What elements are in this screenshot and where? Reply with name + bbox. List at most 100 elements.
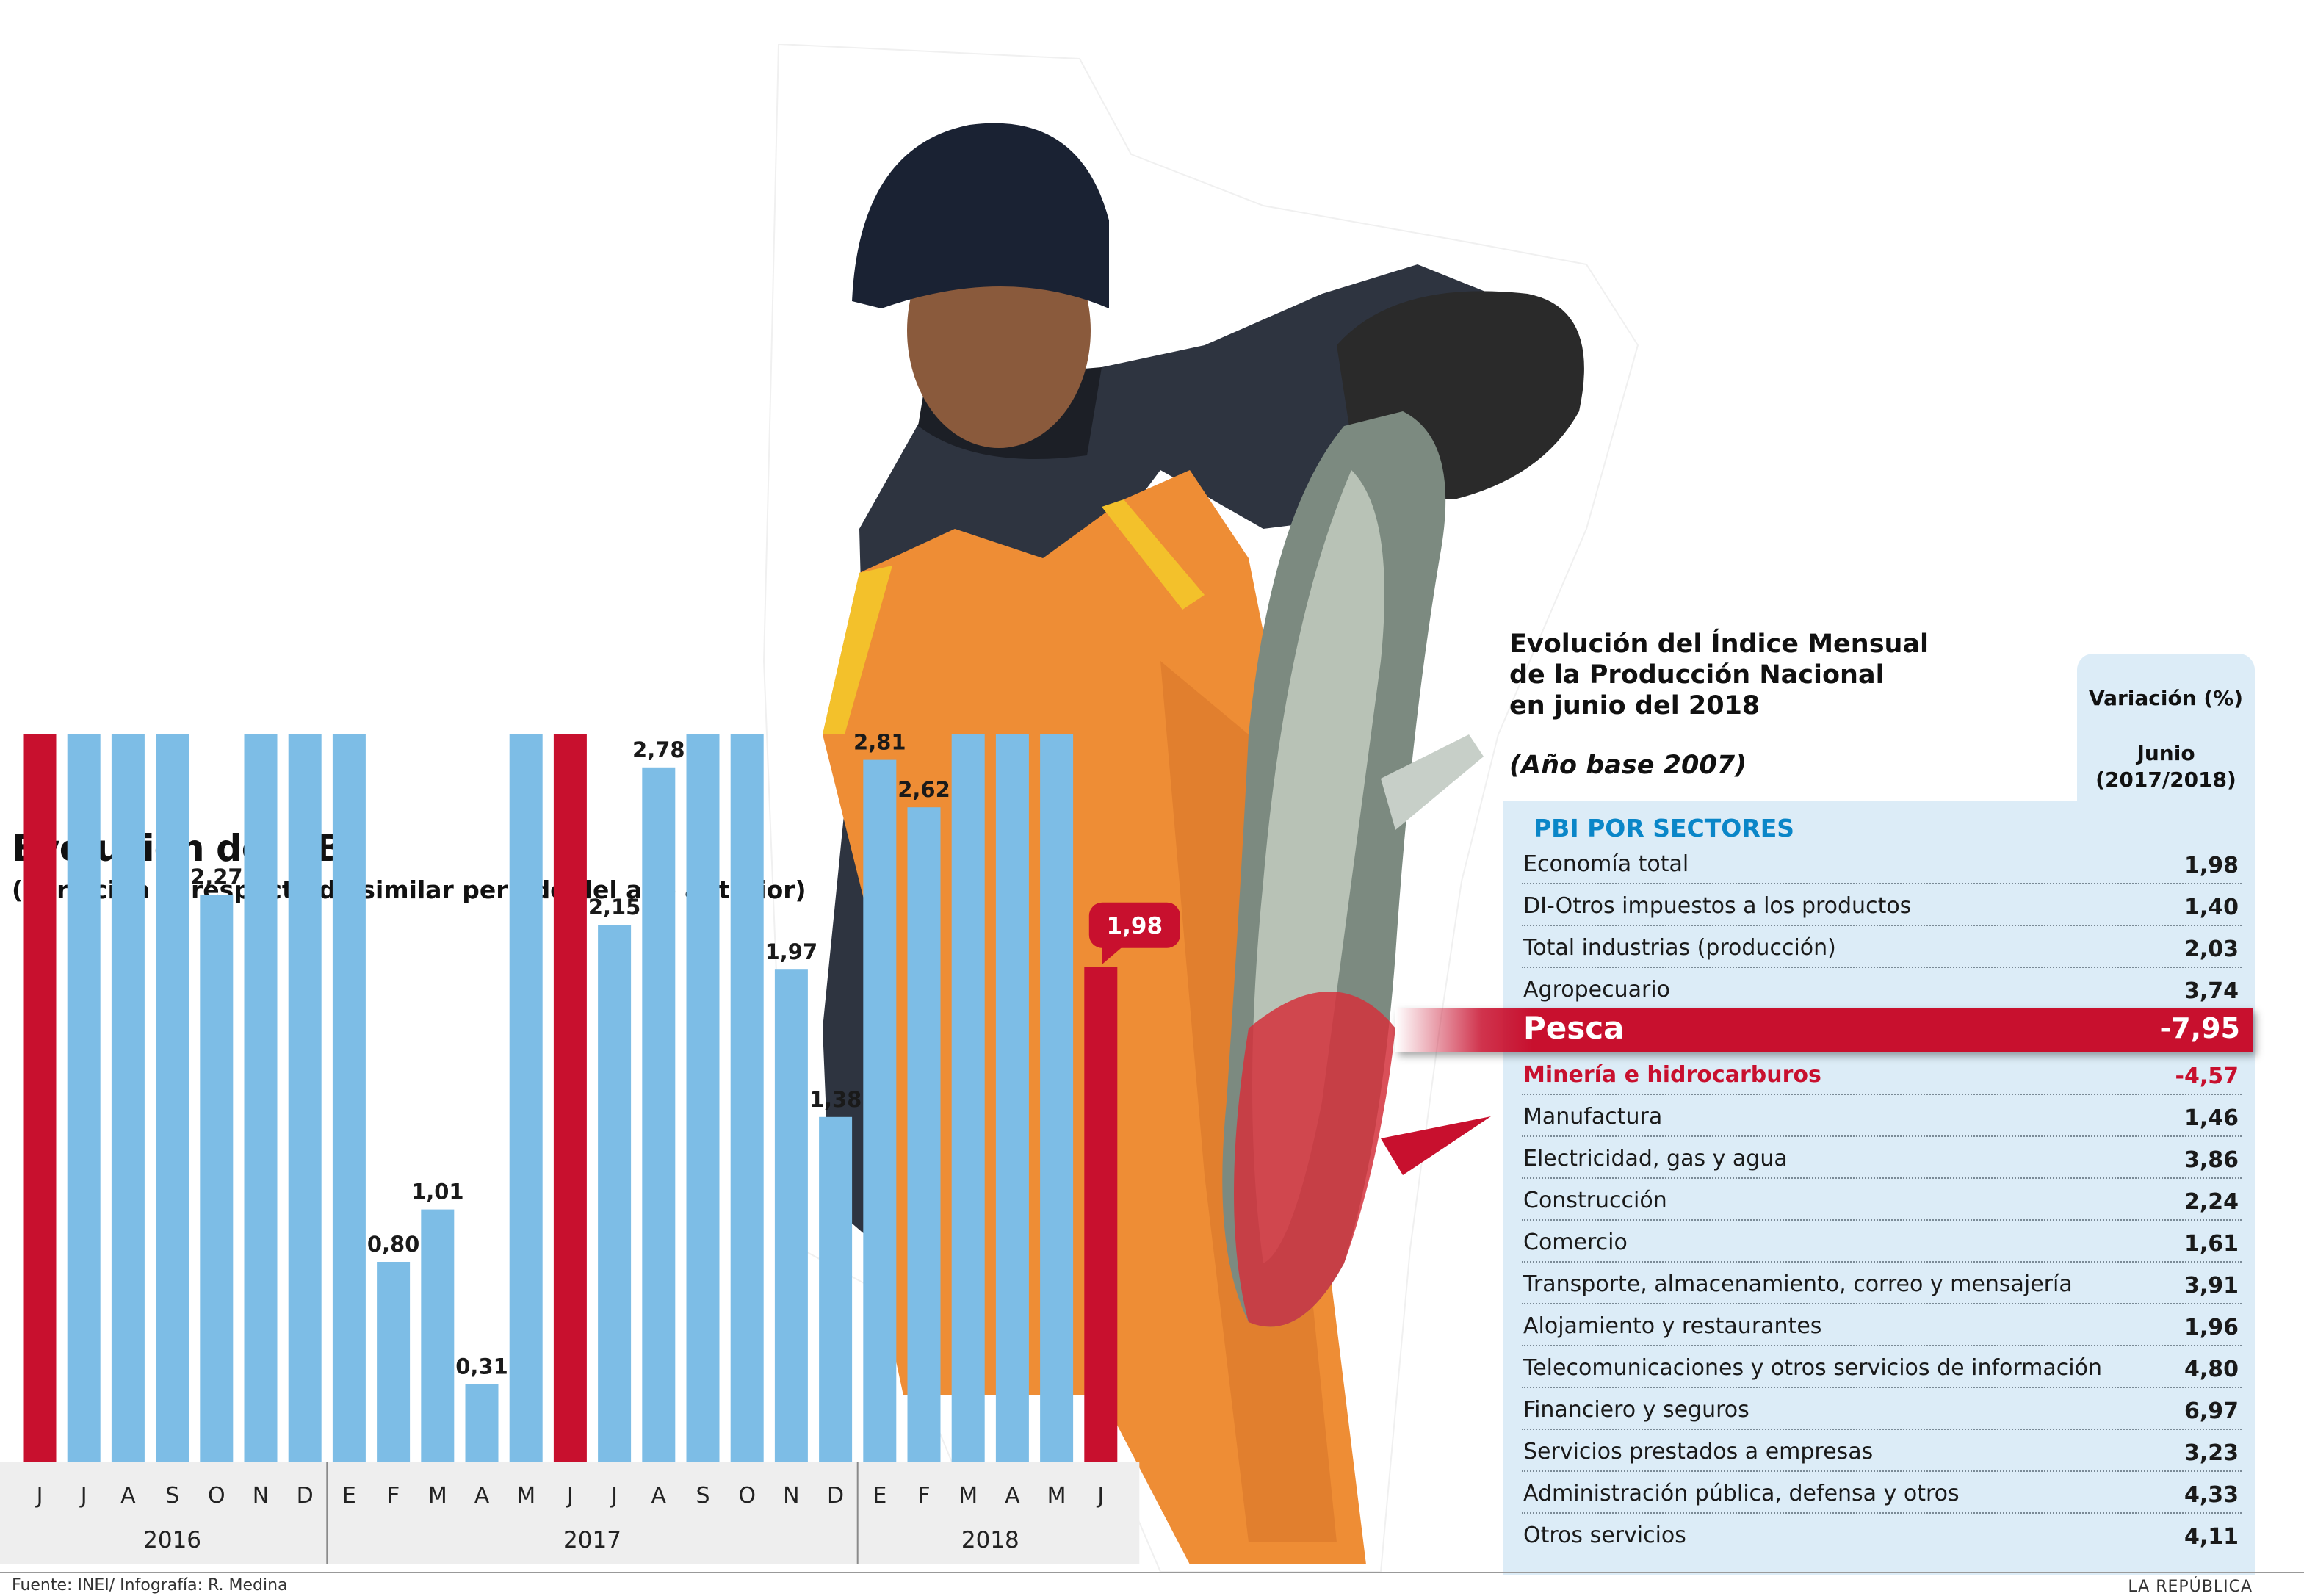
row-label: Minería e hidrocarburos	[1523, 1062, 1821, 1088]
variation-header: Variación (%)	[2088, 686, 2244, 710]
table-row: Financiero y seguros 6,97	[1522, 1387, 2242, 1430]
table-row: Administración pública, defensa y otros …	[1522, 1471, 2242, 1514]
table-row: Servicios prestados a empresas 3,23	[1522, 1429, 2242, 1472]
row-label: Otros servicios	[1523, 1523, 1686, 1548]
month-label: J	[35, 1483, 43, 1509]
bar	[686, 734, 720, 1462]
bar-value-label: 0,31	[455, 1354, 508, 1379]
bar	[111, 734, 145, 1462]
table-row: Alojamiento y restaurantes 1,96	[1522, 1304, 2242, 1346]
month-label: F	[387, 1483, 400, 1509]
row-value: 3,74	[2184, 978, 2239, 1004]
row-value: 1,96	[2184, 1315, 2239, 1340]
month-label: A	[474, 1483, 490, 1509]
bar	[863, 759, 897, 1462]
bar	[730, 734, 764, 1462]
table-title: Evolución del Índice Mensual de la Produ…	[1509, 629, 2023, 721]
sector-table	[1503, 801, 2255, 1575]
row-label: Financiero y seguros	[1523, 1397, 1749, 1423]
bar	[642, 767, 676, 1462]
row-value: 4,33	[2184, 1482, 2239, 1508]
row-label: Transporte, almacenamiento, correo y men…	[1523, 1271, 2073, 1297]
table-row: DI-Otros impuestos a los productos 1,40	[1522, 884, 2242, 926]
month-label: D	[297, 1483, 314, 1509]
bar	[1040, 734, 1074, 1462]
pbi-bar-chart: 201620172018J3,77J3,74A5,82S4,50O2,27N3,…	[0, 734, 1180, 1564]
month-label: D	[827, 1483, 844, 1509]
row-value: 4,11	[2184, 1524, 2239, 1550]
row-value: 2,24	[2184, 1189, 2239, 1215]
year-label: 2017	[563, 1527, 621, 1553]
period-header-years: (2017/2018)	[2095, 768, 2236, 792]
bar	[156, 734, 189, 1462]
row-value: 1,61	[2184, 1231, 2239, 1257]
row-label: Alojamiento y restaurantes	[1523, 1313, 1822, 1339]
callout-pointer	[1102, 946, 1123, 964]
source-note: Fuente: INEI/ Infografía: R. Medina	[12, 1576, 288, 1595]
year-label: 2016	[143, 1527, 201, 1553]
table-row: Economía total 1,98	[1522, 842, 2242, 884]
row-label: Agropecuario	[1523, 977, 1671, 1003]
bar	[288, 734, 322, 1462]
table-row: Transporte, almacenamiento, correo y men…	[1522, 1262, 2242, 1304]
bar-value-label: 2,81	[853, 734, 906, 755]
row-value: 6,97	[2184, 1398, 2239, 1424]
row-label: Total industrias (producción)	[1523, 935, 1836, 961]
month-label: J	[566, 1483, 574, 1509]
month-label: M	[516, 1483, 535, 1509]
pesca-highlight-band	[1395, 1008, 2253, 1052]
month-label: J	[610, 1483, 618, 1509]
bar	[598, 925, 632, 1462]
row-value: 3,91	[2184, 1273, 2239, 1299]
month-label: J	[79, 1483, 87, 1509]
row-value: 4,80	[2184, 1357, 2239, 1382]
month-label: J	[1096, 1483, 1104, 1509]
table-row: Telecomunicaciones y otros servicios de …	[1522, 1346, 2242, 1388]
variation-header-box	[2077, 654, 2255, 801]
row-value: -4,57	[2175, 1064, 2239, 1089]
month-label: A	[651, 1483, 667, 1509]
month-label: A	[120, 1483, 136, 1509]
bar-highlight	[1084, 967, 1118, 1462]
bar-value-label: 1,97	[765, 939, 818, 964]
month-label: S	[165, 1483, 179, 1509]
row-label: Manufactura	[1523, 1104, 1663, 1130]
month-label: F	[917, 1483, 930, 1509]
bar	[995, 734, 1029, 1462]
year-label: 2018	[961, 1527, 1019, 1553]
table-base-year: (Año base 2007)	[1509, 751, 1747, 780]
bar	[200, 895, 234, 1462]
table-row: Total industrias (producción) 2,03	[1522, 925, 2242, 968]
bar	[819, 1116, 853, 1462]
table-row: Electricidad, gas y agua 3,86	[1522, 1136, 2242, 1179]
month-label: E	[873, 1483, 886, 1509]
row-label: Construcción	[1523, 1188, 1667, 1213]
bar-highlight	[23, 734, 57, 1462]
row-label: Economía total	[1523, 851, 1689, 877]
month-label: N	[783, 1483, 799, 1509]
bar-value-label: 1,01	[411, 1180, 464, 1205]
bar	[509, 734, 543, 1462]
month-label: N	[253, 1483, 269, 1509]
pesca-value: -7,95	[2159, 1012, 2240, 1044]
month-label: O	[208, 1483, 225, 1509]
bar	[951, 734, 985, 1462]
row-value: 3,23	[2184, 1440, 2239, 1466]
table-row: Construcción 2,24	[1522, 1178, 2242, 1221]
sector-section-header: PBI POR SECTORES	[1534, 814, 1795, 842]
month-label: M	[1047, 1483, 1066, 1509]
row-label: Telecomunicaciones y otros servicios de …	[1523, 1355, 2102, 1381]
row-label: Servicios prestados a empresas	[1523, 1439, 1874, 1465]
row-value: 1,98	[2184, 853, 2239, 878]
bar-value-label: 2,15	[588, 895, 641, 920]
table-row: Manufactura 1,46	[1522, 1094, 2242, 1137]
month-label: E	[342, 1483, 356, 1509]
month-label: S	[696, 1483, 709, 1509]
table-title-line-3: en junio del 2018	[1509, 691, 1760, 721]
bar-value-label: 2,78	[632, 737, 685, 762]
bar	[907, 807, 941, 1462]
table-row: Otros servicios 4,11	[1522, 1513, 2242, 1554]
brand-logo-text: LA REPÚBLICA	[2128, 1578, 2253, 1596]
bar-value-label: 2,27	[190, 864, 243, 889]
bar	[332, 734, 366, 1462]
